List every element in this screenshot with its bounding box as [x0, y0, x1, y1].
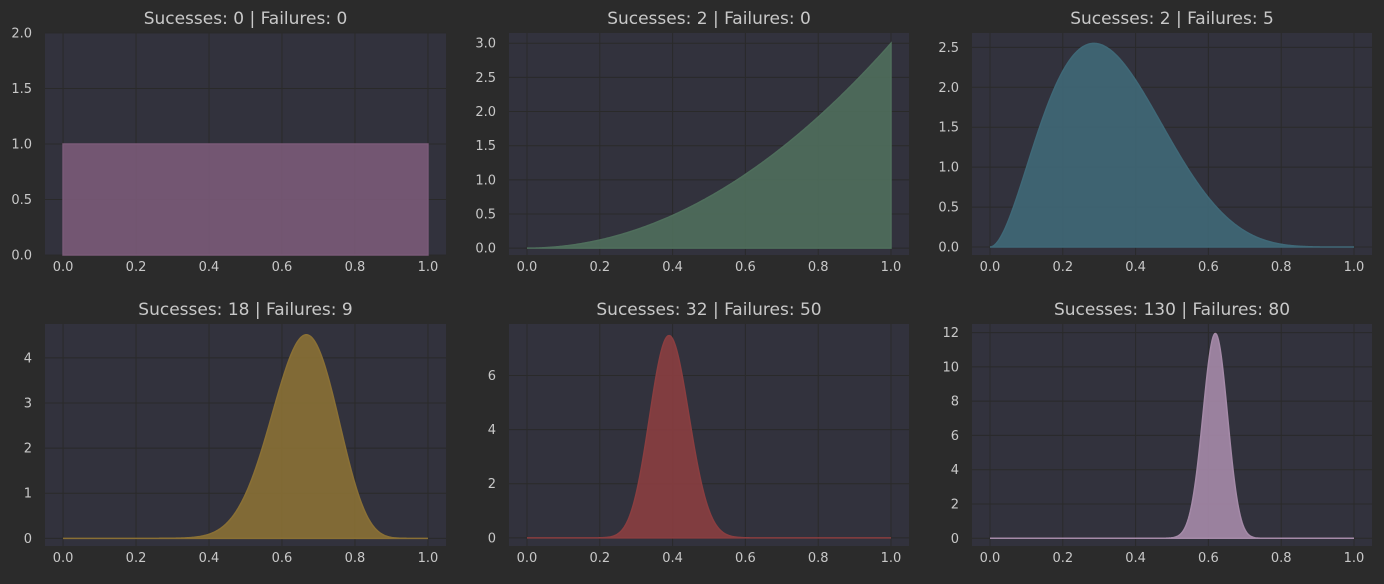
- y-tick-label: 0.5: [475, 208, 496, 223]
- x-tick-label: 0.0: [517, 551, 538, 566]
- y-tick-label: 0.5: [11, 193, 32, 208]
- y-tick-label: 0: [24, 532, 32, 547]
- x-tick-label: 0.8: [1271, 551, 1292, 566]
- y-tick-label: 4: [24, 351, 32, 366]
- x-tick-label: 0.4: [199, 551, 220, 566]
- x-tick-label: 0.8: [1271, 260, 1292, 275]
- x-tick-label: 0.4: [1125, 551, 1146, 566]
- density-area: [63, 334, 428, 540]
- x-tick-label: 0.0: [53, 551, 74, 566]
- x-tick-label: 1.0: [1344, 551, 1365, 566]
- x-tick-label: 0.8: [345, 551, 366, 566]
- y-tick-label: 2.5: [475, 71, 496, 86]
- subplot-title: Sucesses: 0 | Failures: 0: [144, 9, 348, 29]
- y-tick-label: 0.0: [11, 249, 32, 264]
- y-tick-label: 2: [24, 442, 32, 457]
- y-tick-label: 0: [488, 531, 496, 546]
- density-area: [989, 42, 1354, 248]
- x-tick-label: 0.0: [53, 260, 74, 275]
- x-tick-label: 0.6: [735, 551, 756, 566]
- x-tick-label: 0.6: [735, 260, 756, 275]
- y-tick-label: 2: [951, 498, 959, 513]
- x-tick-label: 0.2: [126, 551, 147, 566]
- subplot-5: 0.0 0.2 0.4 0.6 0.8 1.0 0 2 4 6 Sucesses: 32 | Fai…: [488, 300, 909, 566]
- x-tick-label: 0.6: [1198, 551, 1219, 566]
- y-tick-label: 1.0: [938, 161, 959, 176]
- density-area: [990, 332, 1354, 540]
- x-tick-label: 0.8: [808, 260, 829, 275]
- x-tick-label: 0.8: [808, 551, 829, 566]
- density-area: [527, 41, 892, 249]
- y-tick-label: 0: [951, 532, 959, 547]
- x-tick-label: 1.0: [418, 260, 439, 275]
- y-tick-label: 1.5: [475, 139, 496, 154]
- x-tick-label: 0.6: [272, 260, 293, 275]
- x-tick-label: 1.0: [418, 551, 439, 566]
- y-tick-label: 2.0: [938, 81, 959, 96]
- x-tick-label: 1.0: [881, 551, 902, 566]
- y-tick-label: 1.0: [11, 138, 32, 153]
- y-tick-label: 1.5: [938, 121, 959, 136]
- subplot-4: 0.0 0.2 0.4 0.6 0.8 1.0 0 1 2 3 4 Sucesses: 18 | Fa…: [24, 300, 446, 566]
- y-tick-label: 2.0: [475, 105, 496, 120]
- y-tick-label: 2: [488, 477, 496, 492]
- subplot-title: Sucesses: 2 | Failures: 5: [1070, 9, 1274, 29]
- subplot-title: Sucesses: 130 | Failures: 80: [1054, 300, 1290, 320]
- x-tick-label: 0.4: [662, 260, 683, 275]
- x-tick-label: 1.0: [1344, 260, 1365, 275]
- subplot-title: Sucesses: 2 | Failures: 0: [607, 9, 811, 29]
- y-tick-label: 0.0: [475, 242, 496, 257]
- x-tick-label: 0.2: [1052, 260, 1073, 275]
- y-tick-label: 12: [942, 326, 959, 341]
- y-tick-label: 3.0: [475, 37, 496, 52]
- subplot-3: 0.0 0.2 0.4 0.6 0.8 1.0 0.0 0.5 1.0 1.5 2.0 2.5 Suce…: [938, 9, 1372, 275]
- y-tick-label: 2.0: [11, 27, 32, 42]
- x-tick-label: 0.2: [589, 260, 610, 275]
- x-tick-label: 0.2: [126, 260, 147, 275]
- subplot-2: 0.0 0.2 0.4 0.6 0.8 1.0 0.0 0.5 1.0 1.5 2.0 2.5 3.0 S…: [475, 9, 909, 275]
- subplot-title: Sucesses: 32 | Failures: 50: [596, 300, 821, 320]
- x-tick-label: 0.4: [1125, 260, 1146, 275]
- subplot-1: 0.0 0.2 0.4 0.6 0.8 1.0 0.0 0.5 1.0 1.5 2.0 Sucesse…: [11, 9, 446, 275]
- y-tick-label: 0.5: [938, 201, 959, 216]
- y-tick-label: 4: [488, 423, 496, 438]
- subplot-6: 0.0 0.2 0.4 0.6 0.8 1.0 0 2 4 6 8 10 12 Sucesses: 130…: [942, 300, 1372, 566]
- y-tick-label: 0.0: [938, 241, 959, 256]
- y-tick-label: 1.0: [475, 173, 496, 188]
- x-tick-label: 0.0: [517, 260, 538, 275]
- x-tick-label: 0.0: [980, 551, 1001, 566]
- y-tick-label: 6: [488, 369, 496, 384]
- y-tick-label: 3: [24, 396, 32, 411]
- density-area: [527, 334, 891, 539]
- y-tick-label: 6: [951, 429, 959, 444]
- x-tick-label: 0.0: [980, 260, 1001, 275]
- x-tick-label: 0.2: [1052, 551, 1073, 566]
- x-tick-label: 0.4: [662, 551, 683, 566]
- x-tick-label: 0.6: [272, 551, 293, 566]
- x-tick-label: 0.4: [199, 260, 220, 275]
- y-tick-label: 1: [24, 487, 32, 502]
- y-tick-label: 8: [951, 395, 959, 410]
- x-tick-label: 0.2: [589, 551, 610, 566]
- x-tick-label: 0.8: [345, 260, 366, 275]
- density-area: [62, 143, 429, 256]
- y-tick-label: 10: [942, 360, 959, 375]
- subplot-title: Sucesses: 18 | Failures: 9: [138, 300, 352, 320]
- x-tick-label: 0.6: [1198, 260, 1219, 275]
- x-tick-label: 1.0: [881, 260, 902, 275]
- y-tick-label: 1.5: [11, 82, 32, 97]
- y-tick-label: 4: [951, 463, 959, 478]
- y-tick-label: 2.5: [938, 41, 959, 56]
